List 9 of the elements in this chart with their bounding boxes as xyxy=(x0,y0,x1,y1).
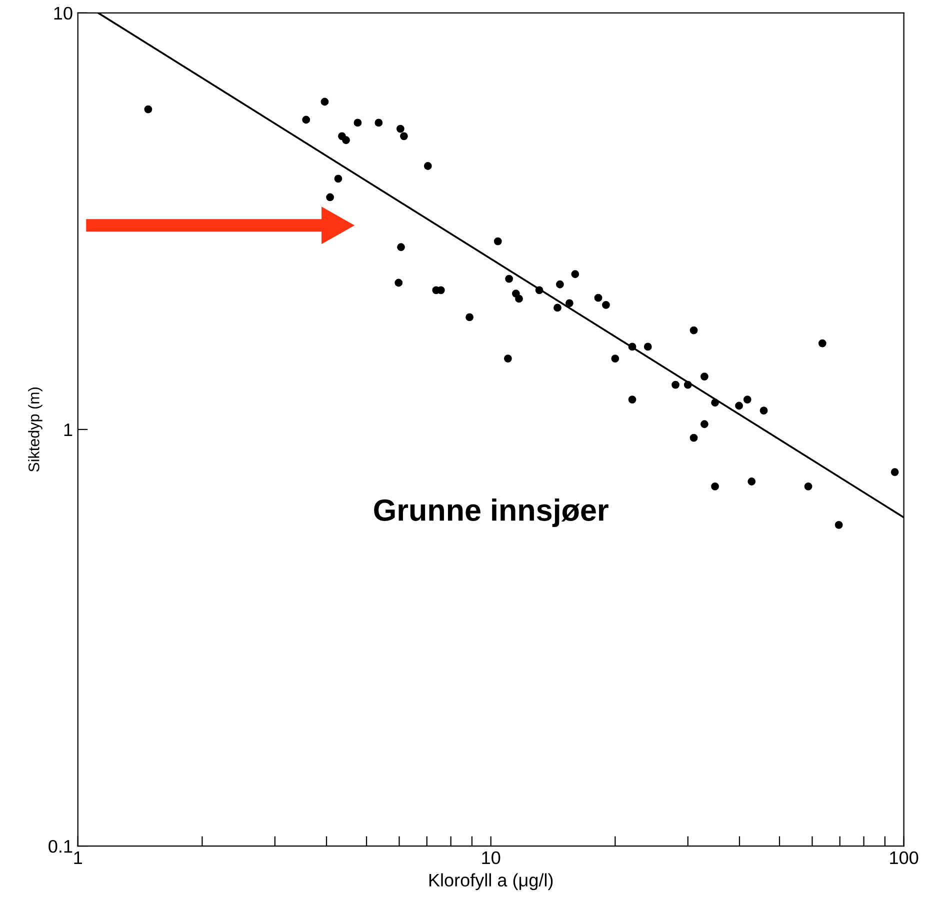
x-tick-label: 100 xyxy=(890,851,918,864)
y-tick-label: 0.1 xyxy=(48,840,72,853)
x-tick-label: 1 xyxy=(74,852,82,864)
annotation: Grunne innsjøer xyxy=(374,498,608,528)
y-tick-label: 10 xyxy=(54,6,72,20)
x-tick-label: 10 xyxy=(482,851,500,864)
y-axis-title: Siktedyp (m) xyxy=(28,388,42,472)
x-axis-title: Klorofyll a (μg/l) xyxy=(429,873,553,890)
y-tick-label: 1 xyxy=(64,424,72,436)
